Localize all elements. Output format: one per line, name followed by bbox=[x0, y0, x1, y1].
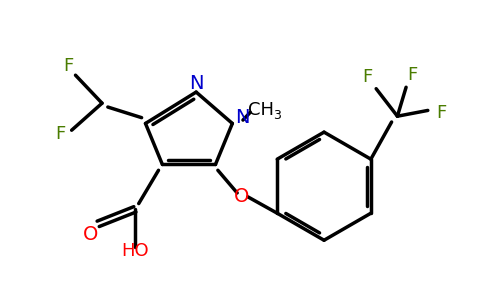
Text: HO: HO bbox=[121, 242, 149, 260]
Text: CH: CH bbox=[248, 101, 274, 119]
Text: N: N bbox=[235, 108, 249, 127]
Text: F: F bbox=[407, 66, 417, 84]
Text: N: N bbox=[189, 74, 203, 93]
Text: F: F bbox=[55, 125, 65, 143]
Text: F: F bbox=[63, 56, 74, 74]
Text: F: F bbox=[436, 104, 446, 122]
Text: O: O bbox=[234, 187, 250, 206]
Text: 3: 3 bbox=[273, 109, 281, 122]
Text: F: F bbox=[363, 68, 373, 85]
Text: O: O bbox=[83, 225, 99, 244]
